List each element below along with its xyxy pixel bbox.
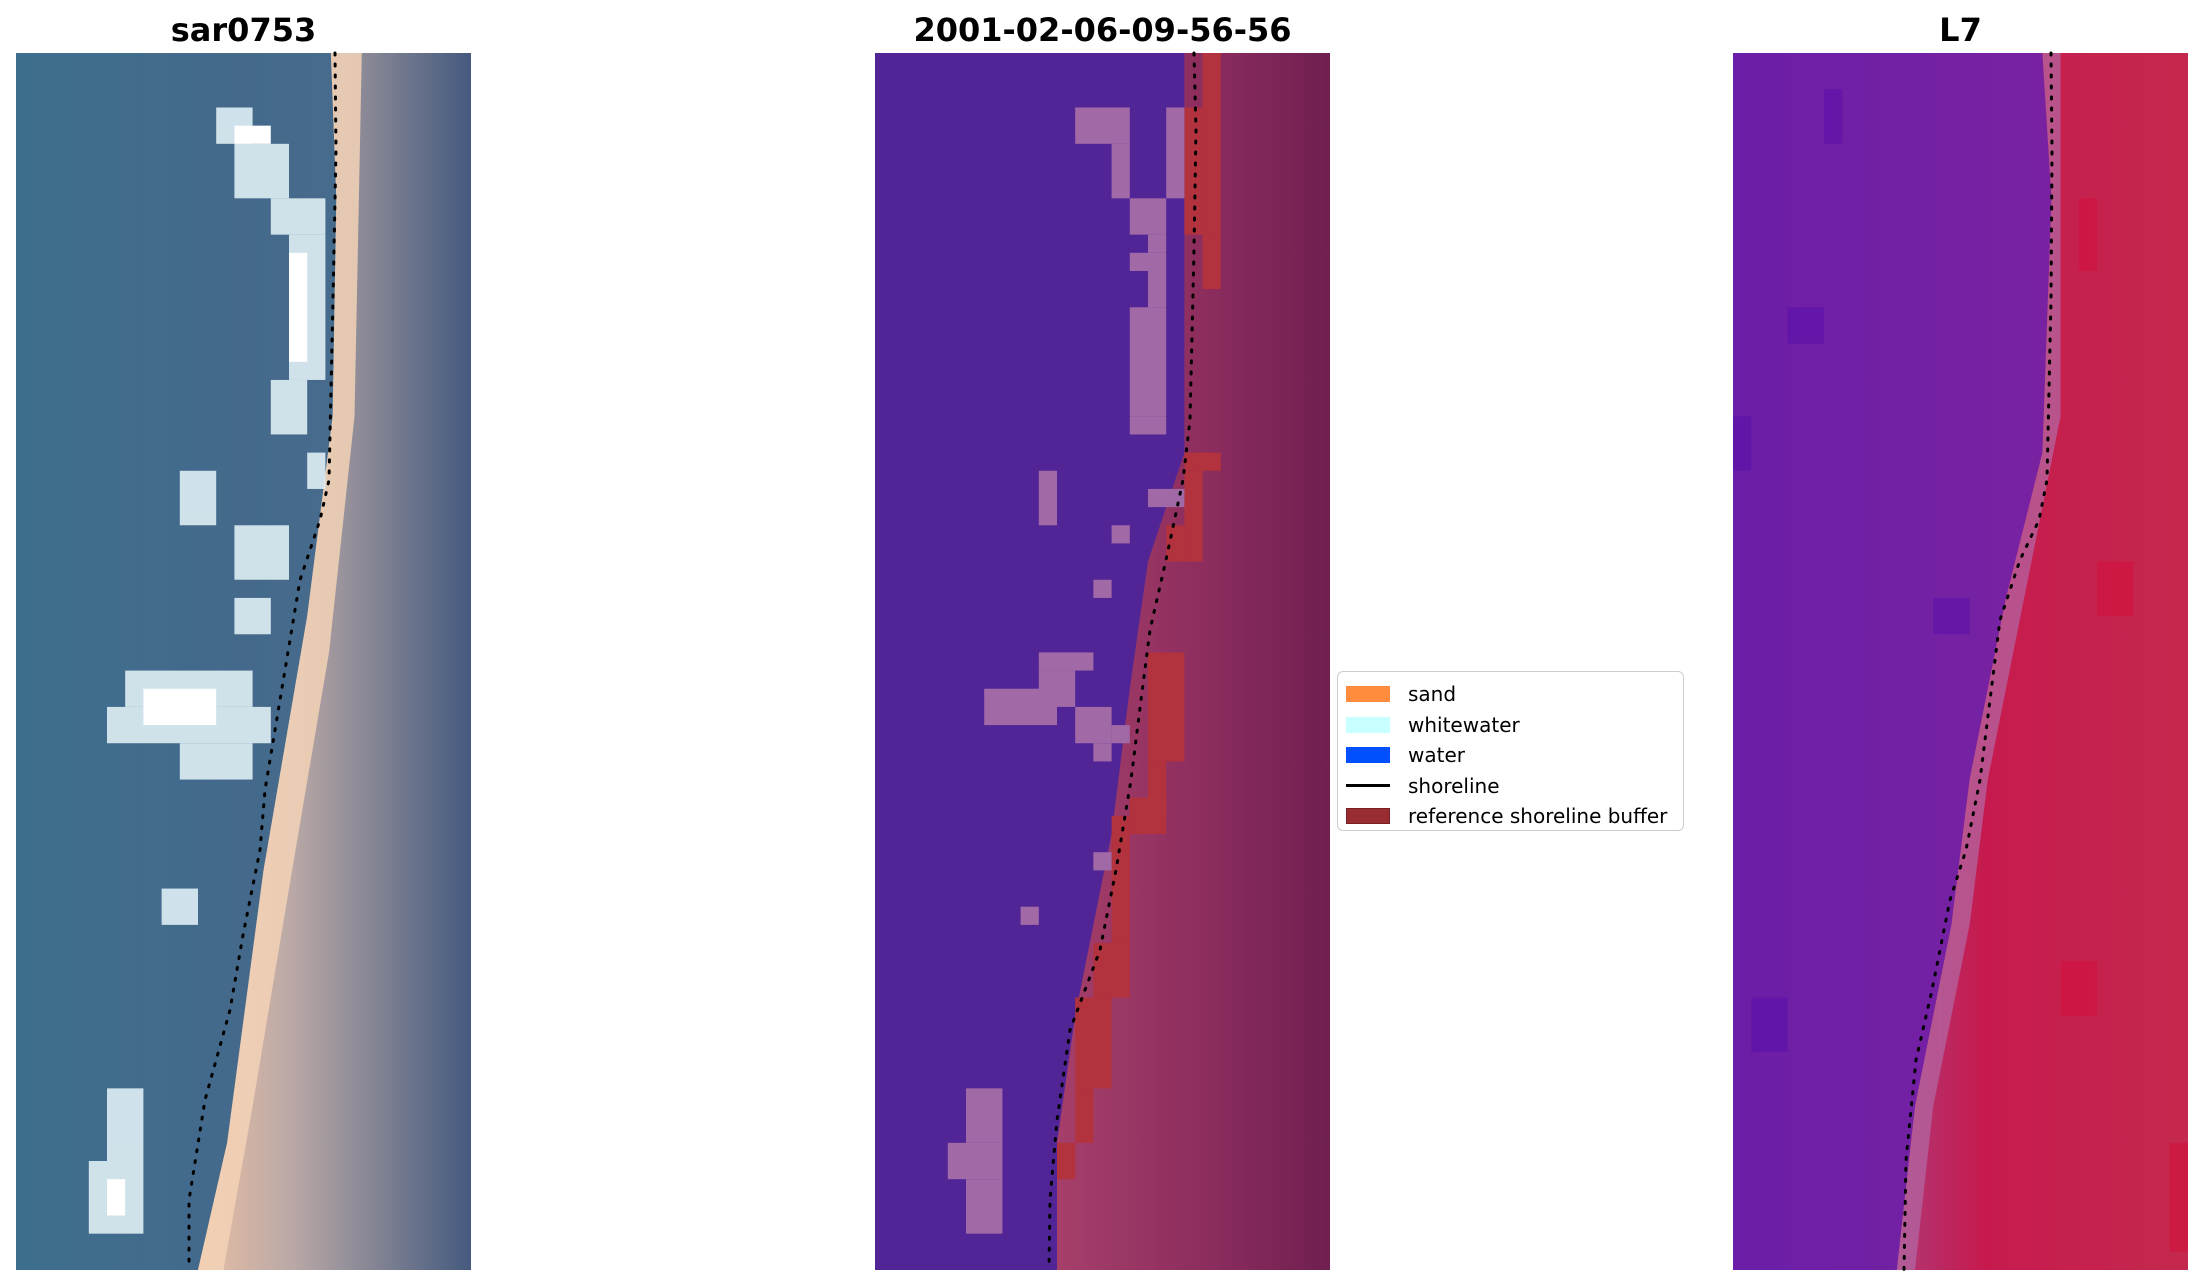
- legend-swatch-shoreline: [1346, 784, 1390, 788]
- index-panel: [1733, 53, 2188, 1270]
- legend-swatch-whitewater: [1346, 716, 1390, 733]
- legend-item-shoreline: shoreline: [1346, 771, 1675, 802]
- legend-label: reference shoreline buffer: [1408, 804, 1668, 829]
- legend-label: sand: [1408, 682, 1457, 707]
- legend-label: whitewater: [1408, 712, 1520, 737]
- legend-item-reference-shoreline-buffer: reference shoreline buffer: [1346, 801, 1675, 832]
- classification-panel-title: 2001-02-06-09-56-56: [913, 11, 1292, 49]
- legend-swatch-reference-buffer: [1346, 808, 1390, 825]
- rgb-image-panel: [16, 53, 471, 1270]
- legend-label: water: [1408, 743, 1465, 768]
- classification-image: [875, 53, 1330, 1270]
- index-panel-title: L7: [1939, 11, 1982, 49]
- legend-item-water: water: [1346, 740, 1675, 771]
- legend-item-whitewater: whitewater: [1346, 710, 1675, 741]
- legend-item-sand: sand: [1346, 679, 1675, 710]
- legend-swatch-sand: [1346, 686, 1390, 703]
- classification-panel: [875, 53, 1330, 1270]
- legend-swatch-water: [1346, 747, 1390, 764]
- index-image: [1733, 53, 2188, 1270]
- rgb-image: [16, 53, 471, 1270]
- rgb-panel-title: sar0753: [170, 11, 317, 49]
- legend: sand whitewater water shoreline referenc…: [1337, 671, 1684, 831]
- legend-label: shoreline: [1408, 773, 1500, 798]
